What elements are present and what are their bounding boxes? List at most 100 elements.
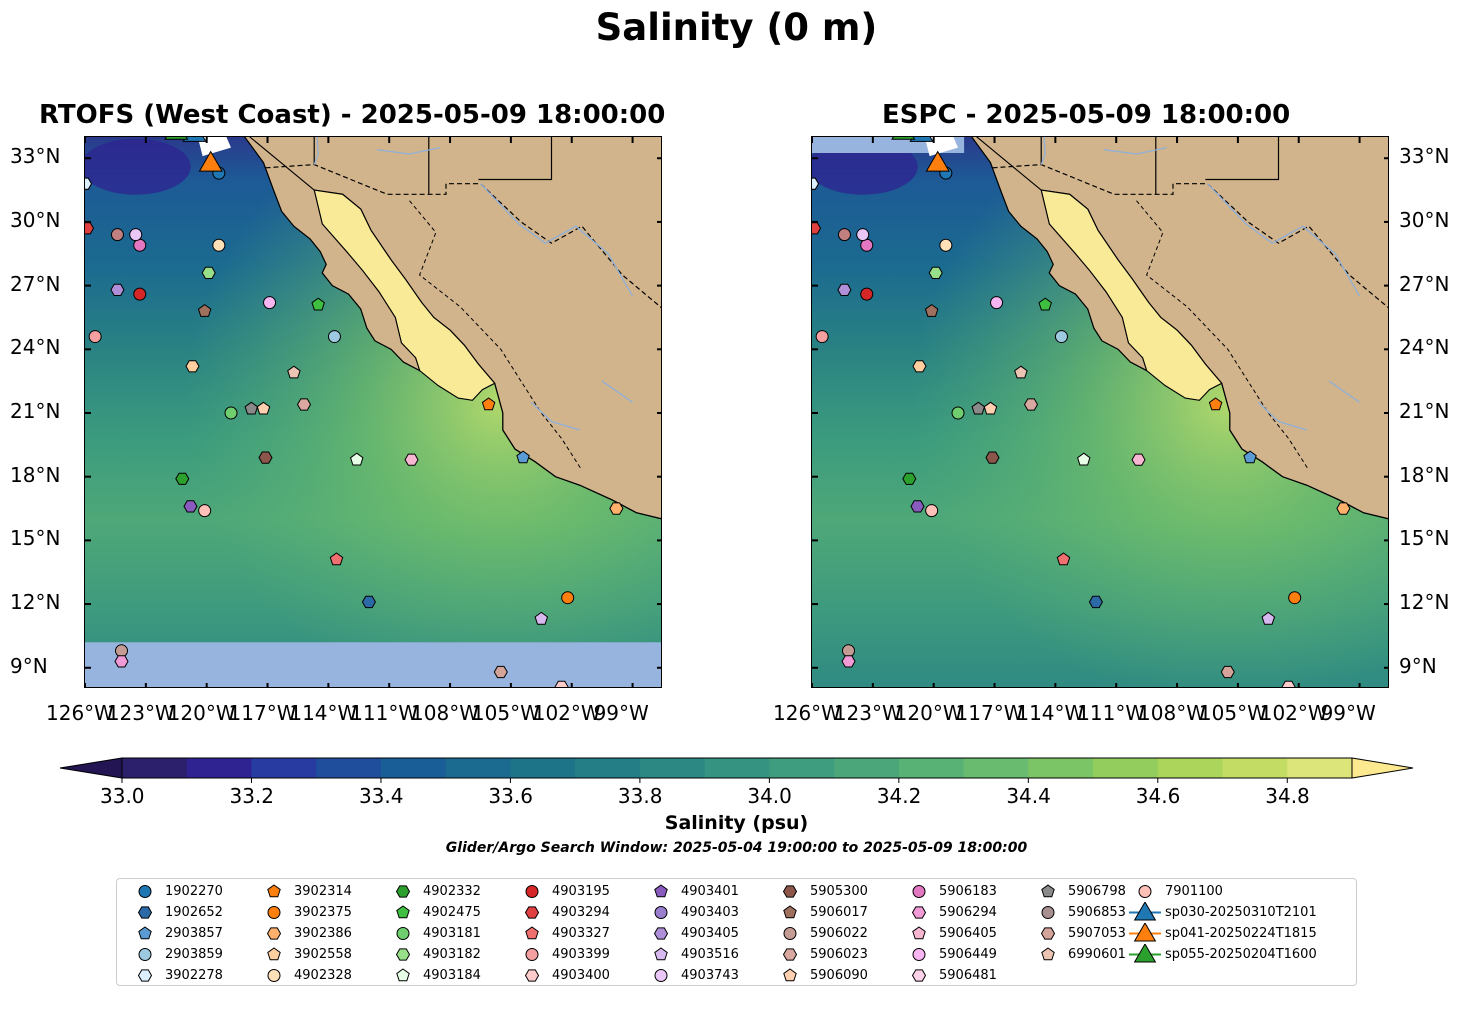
- colorbar-tick-label: 33.0: [100, 784, 145, 808]
- colorbar-tick-label: 34.2: [876, 784, 922, 808]
- colorbar-tick-label: 33.8: [617, 784, 663, 808]
- lon-tick-label: 120°W: [167, 701, 236, 725]
- float-marker-4902332: [902, 472, 917, 485]
- colorbar-extend-low: [59, 757, 123, 779]
- legend-marker-icon: [137, 906, 153, 919]
- float-marker-4902475: [1038, 297, 1052, 311]
- lon-tick-label: 99°W: [593, 701, 649, 725]
- glider-marker-sp041-20250224T1815: [198, 150, 223, 172]
- panel-title-espc: ESPC - 2025-05-09 18:00:00: [882, 100, 1291, 130]
- legend-label: 5906853: [1068, 905, 1126, 920]
- lon-tick-label: 114°W: [289, 701, 358, 725]
- float-marker-6990601: [1014, 365, 1028, 379]
- legend-label: 4903181: [423, 926, 481, 941]
- colorbar-tick-label: 33.6: [488, 784, 533, 808]
- float-marker-4903400: [554, 680, 569, 687]
- colorbar-segment: [1028, 758, 1094, 778]
- float-marker-4903400: [1281, 680, 1296, 687]
- lon-tick-label: 102°W: [532, 701, 601, 725]
- glider-marker-sp030-20250310T2101: [909, 137, 934, 142]
- colorbar-segment: [898, 758, 965, 778]
- float-marker-5906022: [842, 644, 856, 658]
- colorbar-segment: [186, 758, 253, 778]
- legend-label: sp041-20250224T1815: [1165, 926, 1317, 941]
- map-espc-canvas: [812, 137, 1388, 687]
- legend-label: 4902332: [423, 884, 481, 899]
- lon-tick-label: 117°W: [228, 701, 297, 725]
- legend-marker-icon: [396, 968, 410, 982]
- river: [1257, 401, 1307, 431]
- colorbar-extend-high: [1351, 757, 1414, 779]
- float-marker-5906023: [296, 398, 312, 411]
- legend-label: 3902375: [294, 905, 352, 920]
- legend-marker-icon: [783, 927, 797, 940]
- lon-tick-label: 126°W: [773, 701, 841, 725]
- lat-tick-label: 15°N: [1399, 526, 1450, 551]
- float-marker-4903743: [856, 228, 870, 242]
- colorbar-segment: [1157, 758, 1224, 778]
- panel-title-rtofs: RTOFS (West Coast) - 2025-05-09 18:00:00: [39, 100, 666, 130]
- legend-marker-icon: [783, 905, 797, 919]
- float-marker-3902558: [912, 360, 927, 373]
- float-marker-4903401: [910, 500, 925, 513]
- colorbar-segment: [1093, 758, 1159, 778]
- colorbar-segment: [834, 758, 900, 778]
- legend-label: 4903294: [552, 905, 610, 920]
- legend-marker-icon: [138, 885, 152, 898]
- legend-label: 5906449: [939, 947, 997, 962]
- float-marker-5906023: [1023, 398, 1039, 411]
- lat-tick-label: 27°N: [10, 271, 61, 296]
- lat-tick-label: 12°N: [1399, 590, 1450, 615]
- legend-marker-icon: [653, 927, 669, 940]
- float-marker-1902652: [361, 595, 376, 609]
- legend-label: 4903743: [681, 968, 739, 983]
- legend-glider-icon: [1133, 944, 1157, 963]
- float-marker-5906294: [841, 655, 856, 668]
- colorbar-tick-label: 33.4: [358, 784, 404, 808]
- river: [1103, 146, 1168, 155]
- float-marker-4903182: [928, 266, 943, 279]
- search-window-text: Glider/Argo Search Window: 2025-05-04 19…: [445, 840, 1028, 856]
- lat-tick-label: 27°N: [1399, 271, 1450, 296]
- baja-peninsula: [244, 137, 421, 372]
- legend-label: 5906090: [810, 968, 868, 983]
- legend-marker-icon: [1041, 884, 1055, 898]
- colorbar-tick-label: 33.2: [229, 784, 274, 808]
- lat-tick-label: 21°N: [1399, 399, 1450, 423]
- glider-marker-sp030-20250310T2101: [182, 137, 207, 142]
- colorbar: [59, 757, 1414, 783]
- lon-tick-label: 105°W: [471, 701, 540, 725]
- river: [480, 183, 634, 297]
- float-marker-5906853: [837, 228, 851, 242]
- lon-tick-label: 111°W: [1077, 701, 1146, 725]
- river: [376, 146, 441, 155]
- legend-marker-icon: [395, 885, 411, 898]
- float-marker-3902314: [1208, 397, 1223, 411]
- float-marker-6990601: [287, 365, 301, 379]
- lon-tick-label: 99°W: [1320, 701, 1376, 725]
- float-marker-5906405: [1131, 453, 1146, 466]
- float-marker-4903181: [951, 406, 965, 420]
- float-marker-7901100: [198, 504, 212, 518]
- legend-marker-icon: [912, 948, 926, 961]
- river: [313, 137, 319, 165]
- float-marker-5907053: [1220, 665, 1235, 679]
- baja-peninsula: [971, 137, 1148, 372]
- float-marker-5906090: [256, 401, 271, 415]
- float-marker-4902328: [212, 238, 226, 252]
- float-marker-4903195: [133, 287, 147, 301]
- float-marker-4903184: [350, 452, 364, 466]
- float-marker-7901100: [925, 504, 939, 518]
- legend-marker-icon: [137, 969, 153, 982]
- colorbar-segment: [704, 758, 770, 778]
- figure-title: Salinity (0 m): [595, 6, 878, 49]
- legend-label: 5906481: [939, 968, 997, 983]
- legend-label: 5906183: [939, 884, 997, 899]
- legend-marker-icon: [266, 927, 282, 940]
- colorbar-segment: [963, 758, 1029, 778]
- float-marker-4903327: [1056, 552, 1071, 566]
- lon-tick-label: 120°W: [894, 701, 963, 725]
- float-marker-5905300: [985, 451, 1000, 464]
- glider-marker-sp055-20250204T1600: [164, 137, 189, 140]
- colorbar-segment: [122, 758, 188, 778]
